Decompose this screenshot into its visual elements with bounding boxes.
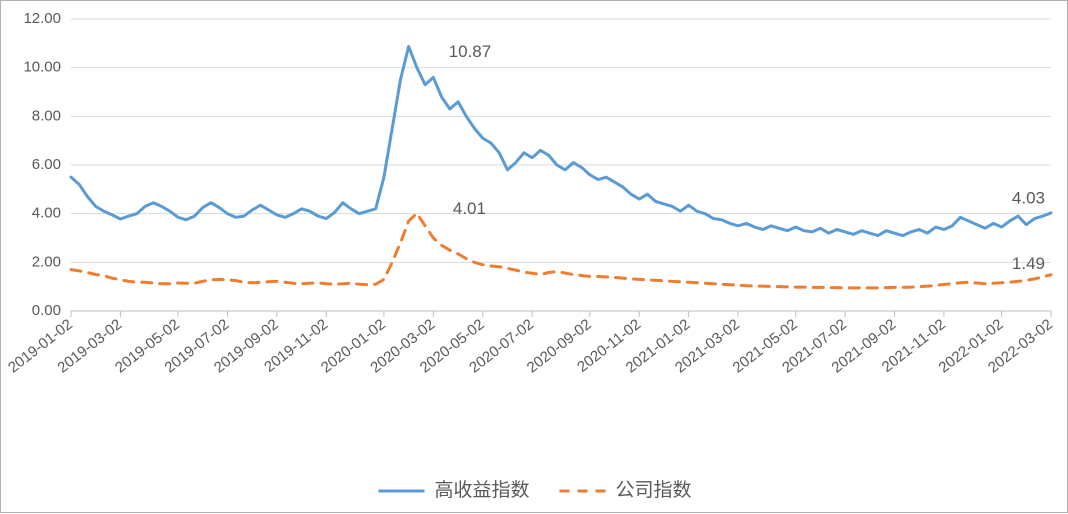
data-label: 4.03 <box>1012 188 1045 207</box>
legend-label: 公司指数 <box>616 479 692 501</box>
series-line-1 <box>71 213 1051 287</box>
series-line-0 <box>71 47 1051 236</box>
data-label: 1.49 <box>1012 254 1045 273</box>
data-label: 10.87 <box>449 42 492 61</box>
data-label: 4.01 <box>453 199 486 218</box>
legend-label: 高收益指数 <box>435 479 530 501</box>
y-tick-label: 4.00 <box>32 205 61 222</box>
y-tick-label: 2.00 <box>32 253 61 270</box>
chart-canvas: 0.002.004.006.008.0010.0012.002019-01-02… <box>1 1 1068 514</box>
y-tick-label: 0.00 <box>32 302 61 319</box>
y-tick-label: 8.00 <box>32 107 61 124</box>
line-chart: 0.002.004.006.008.0010.0012.002019-01-02… <box>0 0 1068 513</box>
y-tick-label: 6.00 <box>32 156 61 173</box>
y-tick-label: 10.00 <box>23 59 61 76</box>
y-tick-label: 12.00 <box>23 10 61 27</box>
